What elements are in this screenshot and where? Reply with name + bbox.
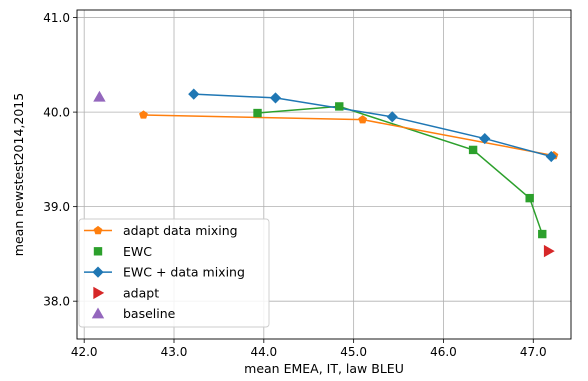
ewc-data-mixing-point [386,111,398,123]
x-tick-label: 45.0 [340,345,367,359]
x-tick-label: 43.0 [161,345,188,359]
series-lines [143,93,555,235]
y-tick-label: 40.0 [43,106,70,120]
ewc-point [538,229,547,239]
x-tick-label: 47.0 [520,345,547,359]
legend-marker-ewc [93,247,103,256]
ewc-data-mixing-point [545,150,557,163]
legend-label-adapt: adapt [123,285,159,300]
ewc-point [468,145,478,155]
y-tick-label: 39.0 [43,200,70,214]
ewc-data-mixing-point [269,92,282,104]
adapt-data-mixing-line [143,114,555,157]
ewc-point [253,108,262,118]
data-points [93,88,559,258]
baseline-point [93,90,106,102]
legend-label-adapt-data-mixing: adapt data mixing [123,223,238,238]
legend-marker-adapt-data-mixing [93,225,103,235]
legend-label-ewc-data-mixing: EWC + data mixing [123,265,245,280]
plot-frame [76,9,572,340]
legend-marker-adapt [93,286,105,300]
legend-marker-ewc-data-mixing [92,266,104,278]
ewc-data-mixing-point [188,88,200,100]
y-axis-label: mean newstest2014,2015 [11,93,26,256]
adapt-data-mixing-point [139,110,148,119]
axis-ticks: 42.0 43.0 44.0 45.0 46.0 47.0 38.0 39.0 40.0 41.0 [43,11,546,359]
ewc-point [335,102,344,111]
adapt-data-mixing-point [358,115,367,124]
y-tick-label: 38.0 [43,295,70,309]
legend-box [78,218,270,328]
legend-marker-baseline [91,307,105,319]
ewc-line [257,105,543,235]
x-tick-label: 42.0 [71,345,98,359]
legend-label-ewc: EWC [123,244,152,259]
ewc-data-mixing-point [479,132,491,145]
legend-label-baseline: baseline [123,306,176,321]
x-tick-label: 44.0 [250,345,277,359]
x-axis-label: mean EMEA, IT, law BLEU [244,361,404,376]
adapt-point [543,244,555,258]
legend: adapt data mixing EWC EWC + data mixing ada… [78,218,270,328]
x-tick-label: 46.0 [430,345,457,359]
ewc-data-mixing-line [193,93,552,158]
ewc-point [525,193,534,203]
y-tick-label: 41.0 [43,11,70,25]
